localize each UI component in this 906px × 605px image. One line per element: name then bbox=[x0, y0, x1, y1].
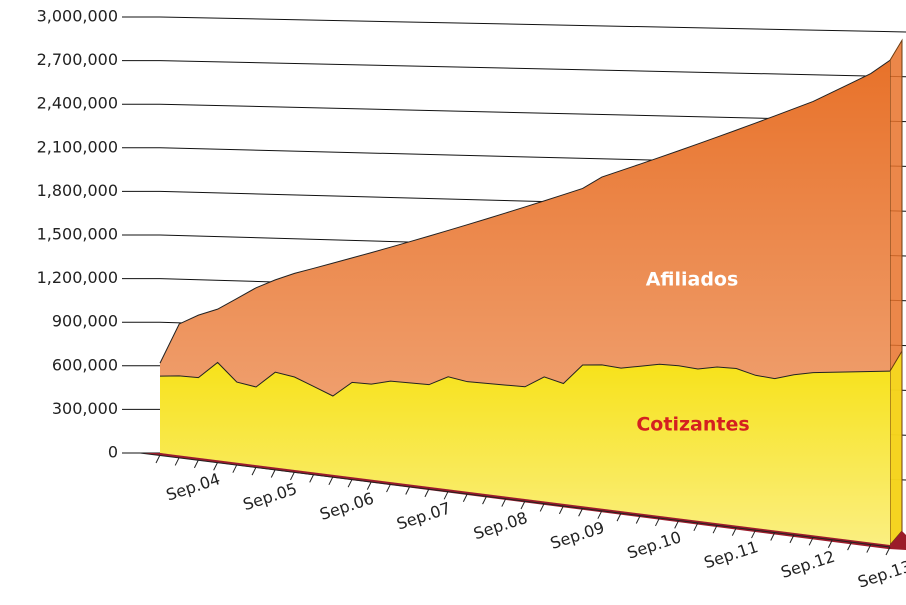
x-tick bbox=[674, 520, 680, 529]
x-tick-label: Sep.12 bbox=[778, 547, 837, 582]
area-shine bbox=[160, 362, 890, 545]
x-tick bbox=[501, 498, 507, 507]
grid-line bbox=[122, 16, 906, 33]
x-tick bbox=[655, 517, 660, 527]
x-tick-label: Sep.07 bbox=[394, 498, 453, 533]
x-tick bbox=[270, 469, 276, 478]
x-tick bbox=[424, 488, 430, 498]
area-line bbox=[159, 361, 891, 397]
x-tick bbox=[789, 534, 795, 544]
x-tick bbox=[712, 524, 718, 534]
x-tick bbox=[443, 491, 449, 500]
x-tick bbox=[597, 510, 603, 519]
x-tick bbox=[347, 478, 353, 488]
x-tick bbox=[462, 493, 468, 502]
x-tick bbox=[539, 503, 545, 512]
x-tick-label: Sep.13 bbox=[855, 556, 906, 591]
y-tick-label: 0 bbox=[108, 443, 118, 462]
x-tick bbox=[520, 500, 526, 510]
x-tick-label: Sep.10 bbox=[625, 527, 684, 562]
x-tick bbox=[309, 474, 315, 483]
y-tick-label: 2,700,000 bbox=[37, 50, 118, 69]
x-tick bbox=[193, 459, 199, 469]
x-tick-label: Sep.04 bbox=[164, 469, 223, 504]
x-tick bbox=[174, 457, 180, 466]
x-tick bbox=[366, 481, 372, 490]
y-tick-label: 1,800,000 bbox=[37, 181, 118, 200]
x-tick bbox=[866, 544, 872, 553]
y-tick-label: 600,000 bbox=[52, 355, 118, 374]
x-tick bbox=[213, 462, 219, 471]
x-tick bbox=[885, 546, 891, 556]
area-side bbox=[889, 349, 903, 547]
area-line bbox=[159, 59, 891, 364]
x-tick-label: Sep.08 bbox=[471, 508, 530, 543]
x-tick bbox=[827, 539, 833, 548]
series-label: Cotizantes bbox=[636, 414, 749, 436]
y-tick-label: 1,200,000 bbox=[37, 268, 118, 287]
x-tick bbox=[770, 532, 776, 541]
x-tick bbox=[847, 541, 853, 551]
y-tick-label: 300,000 bbox=[52, 399, 118, 418]
y-tick-label: 3,000,000 bbox=[37, 7, 118, 26]
x-tick bbox=[232, 464, 238, 473]
y-tick-label: 1,500,000 bbox=[37, 225, 118, 244]
series-label: Afiliados bbox=[646, 269, 739, 291]
grid-line bbox=[122, 103, 906, 123]
x-tick bbox=[405, 486, 411, 495]
x-tick bbox=[731, 527, 737, 536]
x-tick bbox=[751, 529, 756, 539]
x-tick bbox=[558, 505, 564, 515]
y-tick-label: 900,000 bbox=[52, 312, 118, 331]
x-tick bbox=[693, 522, 699, 532]
x-tick-label: Sep.05 bbox=[241, 479, 300, 514]
x-tick bbox=[386, 483, 391, 493]
x-tick bbox=[251, 466, 257, 476]
x-tick bbox=[808, 537, 814, 546]
y-tick-label: 2,400,000 bbox=[37, 94, 118, 113]
x-tick bbox=[290, 471, 295, 481]
x-tick-label: Sep.06 bbox=[317, 489, 376, 524]
x-tick-label: Sep.09 bbox=[548, 518, 607, 553]
x-tick bbox=[635, 515, 641, 524]
y-tick-label: 2,100,000 bbox=[37, 137, 118, 156]
x-tick bbox=[616, 512, 622, 522]
x-tick bbox=[328, 476, 334, 486]
x-axis bbox=[139, 452, 891, 548]
x-tick bbox=[155, 454, 161, 464]
grid-line bbox=[122, 60, 906, 78]
x-tick-label: Sep.11 bbox=[702, 537, 761, 572]
x-tick bbox=[482, 495, 488, 505]
x-tick bbox=[578, 508, 584, 517]
